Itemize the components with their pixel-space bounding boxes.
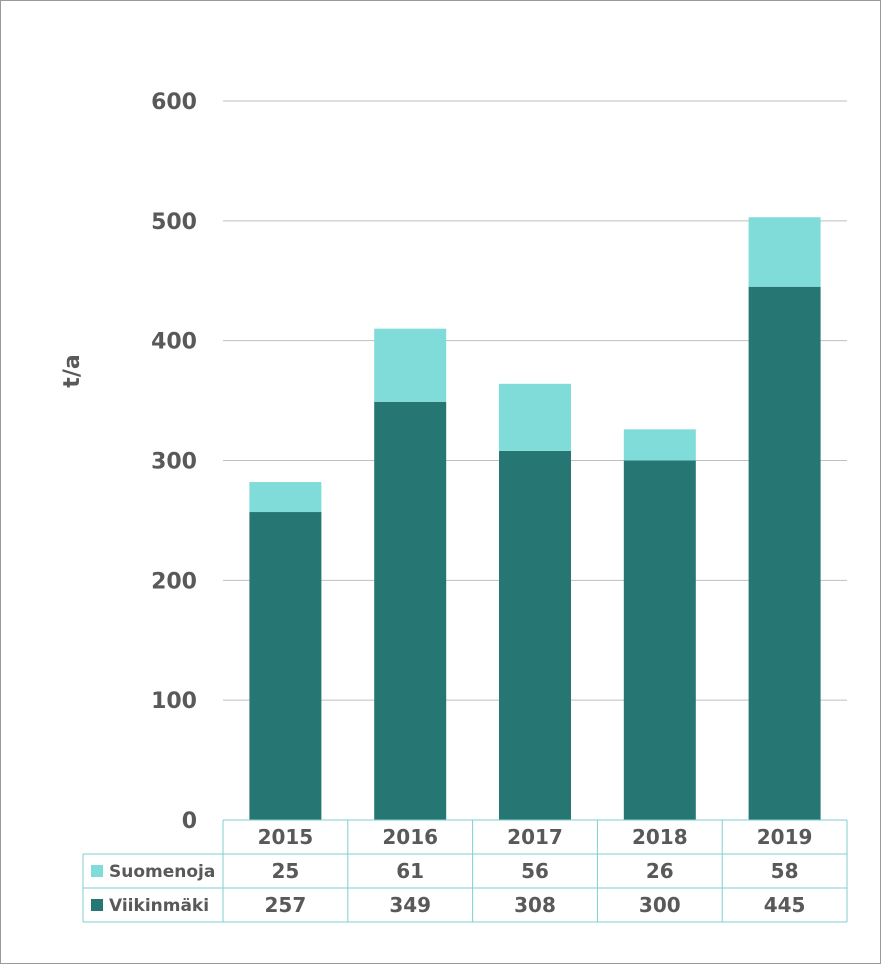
legend-swatch: [91, 865, 103, 877]
data-label: 58: [771, 859, 799, 883]
y-tick-label: 200: [151, 569, 197, 594]
bar-segment: [499, 383, 571, 451]
legend-label: Suomenoja: [109, 862, 215, 882]
bar-segment: [623, 429, 696, 461]
y-tick-label: 0: [182, 809, 197, 834]
y-tick-label: 300: [151, 450, 197, 475]
data-label: 26: [646, 859, 674, 883]
y-axis-tick-labels: 0 100 200 300 400 500 600: [151, 90, 197, 834]
bar-segment: [249, 482, 322, 513]
data-label: 308: [514, 893, 556, 917]
legend-label: Viikinmäki: [109, 896, 209, 916]
bar-segment: [249, 512, 322, 820]
category-label: 2016: [382, 825, 438, 849]
category-label: 2018: [632, 825, 688, 849]
bar-segment: [748, 286, 821, 820]
y-tick-label: 500: [151, 210, 197, 235]
bar-segment: [374, 328, 447, 402]
data-label: 257: [265, 893, 307, 917]
bar-segment: [748, 217, 821, 287]
y-axis-label: t/a: [60, 354, 85, 387]
data-label: 25: [271, 859, 299, 883]
bar-segment: [499, 450, 571, 820]
y-tick-label: 400: [151, 330, 197, 355]
bars: [249, 217, 821, 820]
category-label: 2017: [507, 825, 563, 849]
data-label: 56: [521, 859, 549, 883]
data-label: 349: [389, 893, 431, 917]
bar-segment: [623, 460, 696, 820]
legend-swatch: [91, 899, 103, 911]
data-label: 300: [639, 893, 681, 917]
data-label: 445: [764, 893, 806, 917]
category-label: 2015: [258, 825, 314, 849]
category-label: 2019: [757, 825, 813, 849]
data-label: 61: [396, 859, 424, 883]
y-tick-label: 100: [151, 689, 197, 714]
bar-segment: [374, 401, 447, 820]
y-tick-label: 600: [151, 90, 197, 115]
data-table: 2015 2016 2017 2018 2019 Suomenoja 25 61 56 26 58 V…: [82, 819, 848, 923]
